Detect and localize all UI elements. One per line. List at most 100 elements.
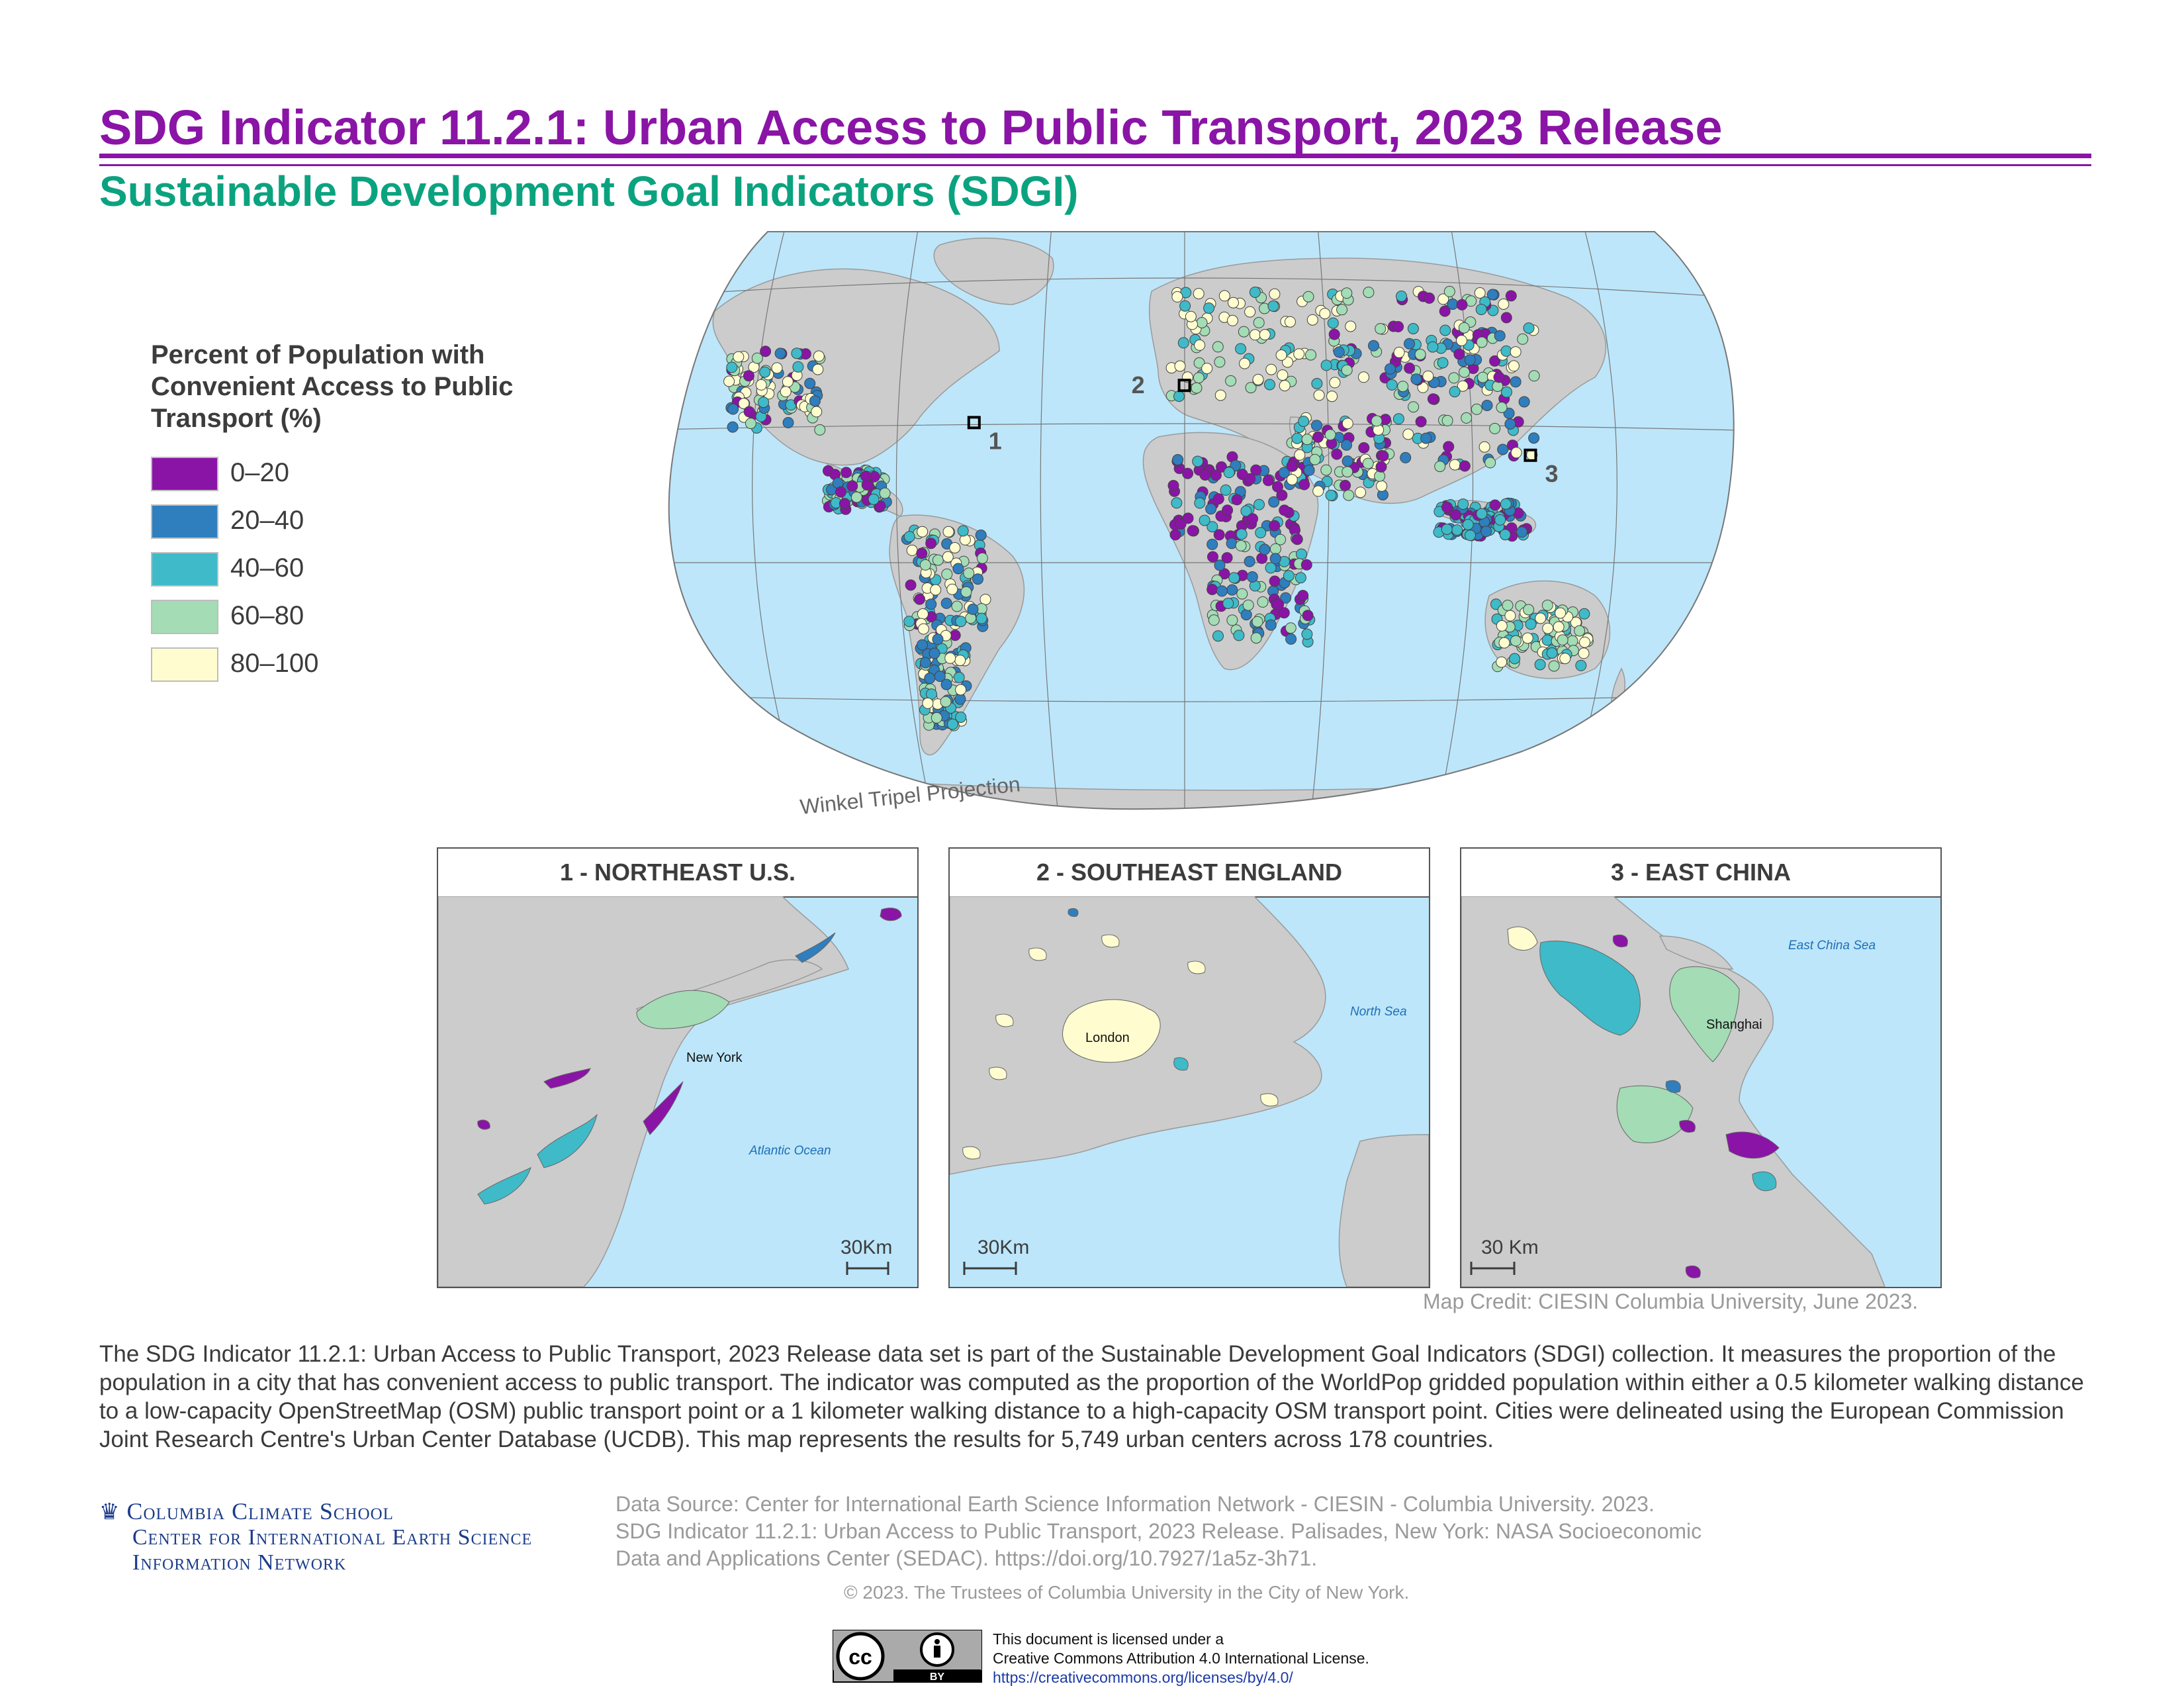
- license-link[interactable]: https://creativecommons.org/licenses/by/…: [993, 1669, 1293, 1686]
- city-point: [1500, 345, 1512, 357]
- urban-area: [989, 1066, 1007, 1080]
- city-point: [1253, 498, 1265, 510]
- city-point: [1386, 379, 1398, 391]
- city-point: [1414, 348, 1426, 360]
- inset-urban-areas: [477, 908, 902, 1205]
- city-point: [811, 406, 823, 418]
- city-point: [1277, 369, 1289, 381]
- city-point: [1437, 357, 1449, 369]
- city-point: [1374, 470, 1386, 482]
- scale-label: 30Km: [978, 1237, 1029, 1258]
- scale-label: 30Km: [841, 1237, 892, 1258]
- city-point: [727, 421, 739, 433]
- cc-by-badge-icon[interactable]: cc BY: [833, 1630, 982, 1683]
- legend-swatch: [151, 504, 218, 539]
- city-point: [932, 554, 944, 566]
- city-point: [1457, 380, 1469, 392]
- city-point: [1173, 391, 1185, 402]
- city-point: [1504, 610, 1516, 622]
- city-point: [1427, 341, 1439, 353]
- city-point: [1206, 584, 1218, 595]
- city-point: [1510, 376, 1522, 388]
- city-point: [1441, 524, 1453, 536]
- city-point: [1213, 529, 1225, 541]
- city-point: [1169, 529, 1181, 541]
- urban-area: [1679, 1119, 1696, 1133]
- inset-northeast-us[interactable]: 1 - NORTHEAST U.S. New York Atlantic Oce…: [437, 847, 919, 1288]
- urban-area: [1173, 1057, 1189, 1071]
- city-point: [905, 579, 917, 591]
- city-point: [879, 487, 891, 499]
- urban-area: [1665, 1080, 1681, 1094]
- city-point: [1474, 287, 1486, 299]
- city-point: [1415, 416, 1427, 428]
- city-point: [1244, 306, 1256, 318]
- city-point: [1434, 461, 1446, 473]
- city-point: [1505, 290, 1517, 302]
- city-point: [1541, 599, 1553, 611]
- inset-urban-areas: [962, 908, 1279, 1160]
- city-point: [1516, 526, 1527, 538]
- city-point: [954, 693, 966, 705]
- city-point: [1264, 379, 1275, 391]
- city-point: [1301, 434, 1313, 445]
- city-point: [1456, 335, 1467, 346]
- city-point: [1453, 348, 1465, 360]
- city-point: [946, 583, 958, 595]
- city-point: [1193, 372, 1205, 384]
- city-point: [1177, 337, 1189, 349]
- city-point: [1508, 360, 1520, 372]
- license-line: Creative Commons Attribution 4.0 Interna…: [993, 1650, 1369, 1667]
- city-label: New York: [686, 1051, 743, 1065]
- svg-text:cc: cc: [848, 1645, 872, 1669]
- city-point: [949, 542, 961, 553]
- city-point: [972, 573, 983, 585]
- city-point: [1278, 607, 1290, 619]
- city-point: [1341, 287, 1353, 299]
- city-point: [1226, 538, 1238, 549]
- city-point: [1376, 480, 1388, 492]
- city-point: [942, 551, 954, 563]
- city-point: [1171, 291, 1183, 303]
- city-point: [743, 406, 755, 418]
- city-point: [1255, 527, 1267, 539]
- city-point: [1371, 415, 1383, 427]
- city-point: [760, 346, 772, 357]
- city-point: [1216, 461, 1227, 473]
- logo-text: Columbia Climate School: [126, 1498, 394, 1524]
- city-point: [1450, 509, 1462, 521]
- city-point: [1222, 598, 1234, 609]
- city-point: [947, 718, 958, 730]
- city-point: [1559, 653, 1571, 665]
- city-point: [1267, 300, 1279, 312]
- city-point: [1268, 496, 1280, 508]
- world-map[interactable]: 123 Winkel Tripel Projection: [629, 218, 1741, 821]
- city-point: [917, 608, 929, 620]
- city-point: [1553, 621, 1565, 633]
- city-point: [1424, 292, 1435, 304]
- city-point: [1313, 389, 1325, 401]
- city-point: [940, 696, 952, 708]
- city-point: [930, 584, 942, 596]
- city-point: [1262, 475, 1274, 487]
- inset-east-china[interactable]: 3 - EAST CHINA Shanghai East China Sea 3…: [1460, 847, 1942, 1288]
- city-point: [1481, 400, 1493, 411]
- inset-marker-label: 2: [1132, 371, 1145, 399]
- inset-marker-label: 1: [989, 427, 1002, 454]
- city-point: [745, 418, 756, 430]
- city-point: [919, 559, 931, 571]
- city-point: [1250, 464, 1262, 476]
- water-label: North Sea: [1350, 1005, 1407, 1019]
- city-point: [1226, 314, 1238, 326]
- city-point: [1236, 588, 1248, 600]
- city-point: [1295, 572, 1306, 584]
- urban-area: [1260, 1093, 1279, 1107]
- inset-southeast-england[interactable]: 2 - SOUTHEAST ENGLAND London North Sea 3…: [948, 847, 1430, 1288]
- city-point: [1250, 632, 1262, 644]
- city-point: [1244, 555, 1255, 567]
- city-point: [1489, 355, 1501, 367]
- city-point: [1499, 529, 1511, 541]
- city-point: [1193, 288, 1205, 300]
- city-point: [1358, 442, 1370, 453]
- city-point: [1462, 519, 1474, 530]
